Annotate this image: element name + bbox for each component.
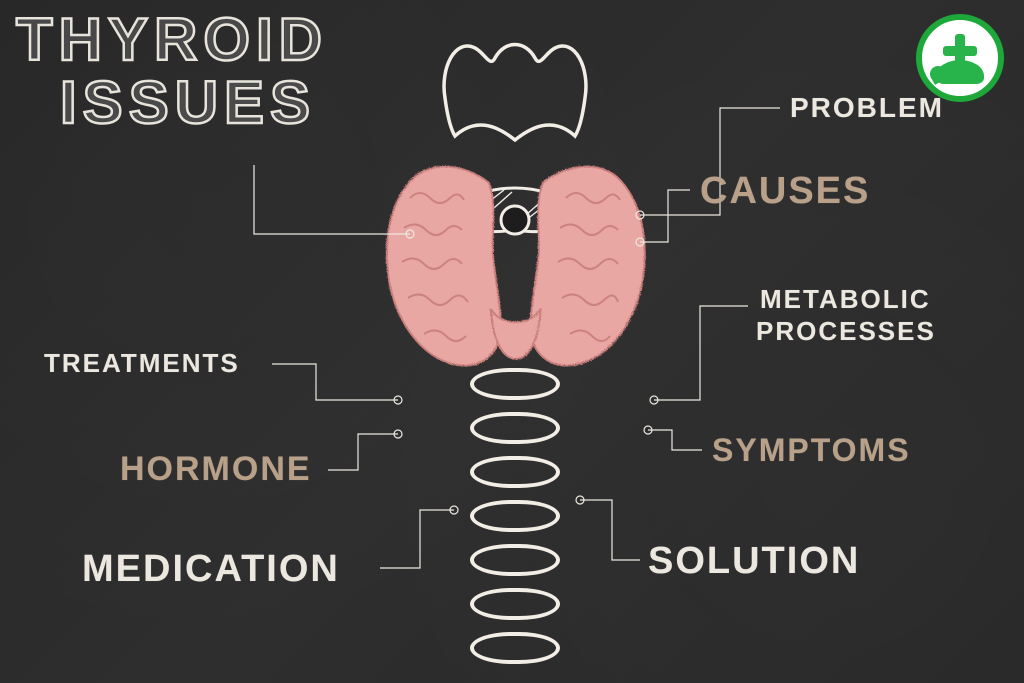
label-medication: MEDICATION: [82, 548, 340, 591]
thyroid-illustration: [380, 28, 650, 658]
trachea-ring: [470, 456, 560, 488]
label-treatments: TREATMENTS: [44, 348, 240, 379]
label-hormone: HORMONE: [120, 450, 312, 489]
label-problem: PROBLEM: [790, 92, 944, 124]
trachea-ring: [470, 544, 560, 576]
thyroid-lobes: [370, 158, 660, 388]
title-line2: ISSUES: [60, 69, 316, 136]
trachea: [470, 368, 560, 683]
label-metabolic2: PROCESSES: [756, 316, 936, 347]
logo-ring: [916, 14, 1004, 102]
label-metabolic1: METABOLIC: [760, 284, 931, 315]
page-title: THYROID ISSUES: [16, 8, 328, 134]
trachea-ring: [470, 412, 560, 444]
hand-icon: [936, 60, 984, 84]
label-causes: CAUSES: [700, 170, 870, 213]
trachea-ring: [470, 500, 560, 532]
label-symptoms: SYMPTOMS: [712, 432, 911, 469]
trachea-ring: [470, 632, 560, 664]
label-solution: SOLUTION: [648, 540, 860, 583]
title-line1: THYROID: [16, 6, 328, 73]
trachea-ring: [470, 588, 560, 620]
brand-logo: [916, 14, 1004, 102]
